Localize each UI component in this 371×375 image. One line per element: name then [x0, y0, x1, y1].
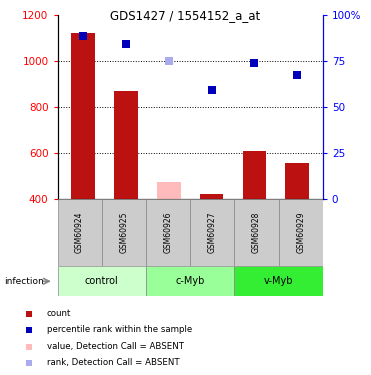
- Text: GDS1427 / 1554152_a_at: GDS1427 / 1554152_a_at: [111, 9, 260, 22]
- Text: c-Myb: c-Myb: [175, 276, 205, 286]
- Bar: [146, 266, 234, 296]
- Bar: [285, 163, 309, 199]
- Text: GSM60929: GSM60929: [296, 212, 305, 253]
- Text: GSM60926: GSM60926: [164, 212, 173, 253]
- Bar: [279, 199, 323, 266]
- Bar: [200, 194, 223, 199]
- Bar: [102, 199, 146, 266]
- Bar: [114, 91, 138, 199]
- Text: control: control: [85, 276, 119, 286]
- Text: count: count: [47, 309, 71, 318]
- Bar: [157, 182, 181, 199]
- Bar: [234, 266, 323, 296]
- Bar: [58, 199, 102, 266]
- Bar: [234, 199, 279, 266]
- Bar: [58, 266, 146, 296]
- Text: value, Detection Call = ABSENT: value, Detection Call = ABSENT: [47, 342, 184, 351]
- Text: infection: infection: [4, 277, 43, 286]
- Bar: [71, 33, 95, 199]
- Bar: [146, 199, 190, 266]
- Text: percentile rank within the sample: percentile rank within the sample: [47, 326, 192, 334]
- Text: GSM60928: GSM60928: [252, 212, 261, 253]
- Text: rank, Detection Call = ABSENT: rank, Detection Call = ABSENT: [47, 358, 180, 368]
- Bar: [190, 199, 234, 266]
- Text: GSM60927: GSM60927: [208, 212, 217, 253]
- Text: v-Myb: v-Myb: [264, 276, 293, 286]
- Bar: [243, 150, 266, 199]
- Text: GSM60925: GSM60925: [119, 212, 128, 253]
- Text: GSM60924: GSM60924: [75, 212, 84, 253]
